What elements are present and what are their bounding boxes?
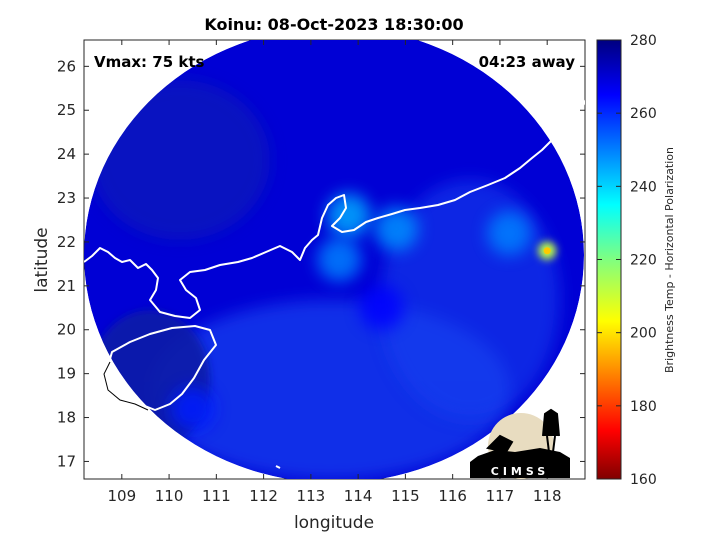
y-tick-label: 21 xyxy=(57,277,76,295)
logo-ground xyxy=(470,448,570,478)
y-tick-label: 22 xyxy=(57,233,76,251)
logo-water-tower xyxy=(542,408,560,453)
y-tick-label: 18 xyxy=(57,409,76,427)
feature-mark xyxy=(487,211,532,256)
x-tick-label: 114 xyxy=(344,487,373,505)
colorbar-tick-label: 260 xyxy=(630,106,657,122)
colorbar-tick-label: 180 xyxy=(630,399,657,415)
feature-layer xyxy=(170,193,557,431)
coastline-mainland xyxy=(84,99,585,319)
y-tick-label: 24 xyxy=(57,145,76,163)
y-tick-label: 26 xyxy=(57,57,76,75)
colorbar-tick-label: 160 xyxy=(630,472,657,488)
y-tick-label: 25 xyxy=(57,101,76,119)
vmax-label: Vmax: 75 kts xyxy=(94,53,204,71)
coastline-islet xyxy=(275,465,281,469)
x-tick-label: 111 xyxy=(202,487,231,505)
colorbar-title: Brightness Temp - Horizontal Polarizatio… xyxy=(663,147,676,373)
logo-text: CIMSS xyxy=(491,465,549,478)
coastline-island xyxy=(107,325,217,411)
x-tick-label: 117 xyxy=(486,487,515,505)
y-tick-label: 17 xyxy=(57,452,76,470)
y-axis-title: latitude xyxy=(32,227,52,292)
colorbar-ticks: 280 260 240 220 200 180 160 xyxy=(597,33,657,488)
feature-mark xyxy=(317,237,362,282)
y-tick-label: 19 xyxy=(57,365,76,383)
y-tick-label: 20 xyxy=(57,321,76,339)
y-tick-label: 23 xyxy=(57,189,76,207)
coastline-island-outside-swath xyxy=(103,361,149,411)
colorbar-tick-label: 280 xyxy=(630,33,657,49)
x-axis: 109 110 111 112 113 114 115 116 117 118 xyxy=(107,40,562,505)
satellite-swath xyxy=(84,40,584,479)
x-tick-label: 118 xyxy=(533,487,562,505)
feature-mark xyxy=(170,386,215,431)
cimss-logo: CIMSS xyxy=(470,408,570,479)
x-tick-label: 109 xyxy=(107,487,136,505)
colorbar-tick-label: 220 xyxy=(630,253,657,269)
colorbar-tick-label: 200 xyxy=(630,326,657,342)
time-away-label: 04:23 away xyxy=(479,53,576,71)
x-tick-label: 112 xyxy=(249,487,278,505)
swath-texture-northwest xyxy=(90,80,270,240)
x-tick-label: 113 xyxy=(297,487,326,505)
y-axis: 17 18 19 20 21 22 23 24 25 26 xyxy=(57,57,585,470)
feature-mark xyxy=(359,285,404,330)
feature-core-mark xyxy=(543,247,551,255)
x-axis-title: longitude xyxy=(294,513,374,533)
feature-mark xyxy=(373,206,418,251)
x-tick-label: 115 xyxy=(391,487,420,505)
coastline xyxy=(84,99,585,469)
chart-title: Koinu: 08-Oct-2023 18:30:00 xyxy=(204,15,463,34)
x-tick-label: 116 xyxy=(438,487,467,505)
x-tick-label: 110 xyxy=(155,487,184,505)
colorbar-tick-label: 240 xyxy=(630,179,657,195)
